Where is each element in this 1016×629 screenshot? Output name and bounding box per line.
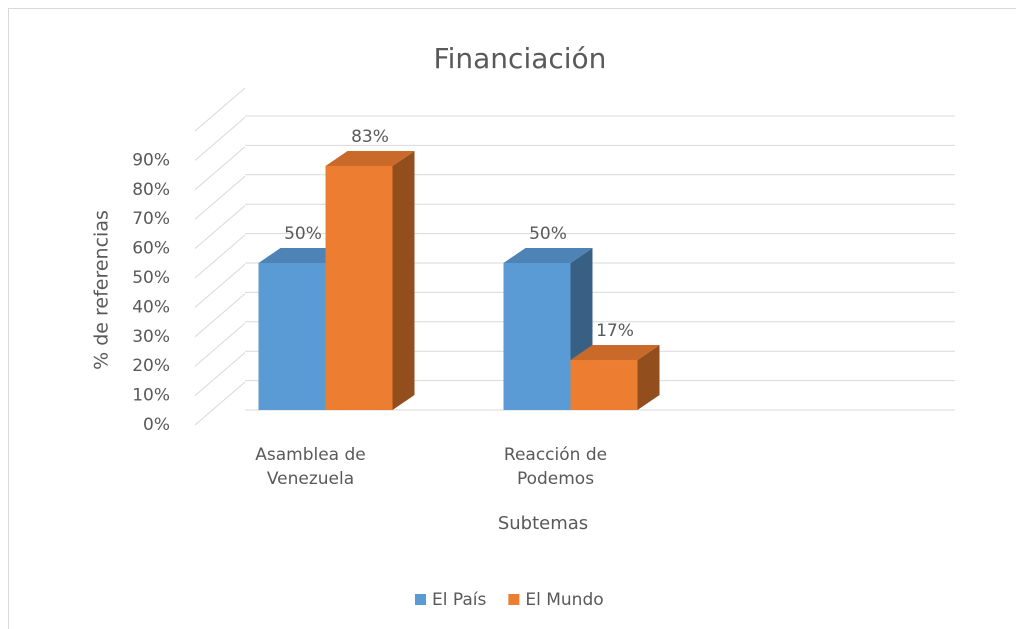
bar-top: [258, 248, 348, 263]
y-tick-label: 20%: [132, 356, 170, 376]
grid-line: [194, 322, 246, 367]
chart-title: Financiación: [434, 42, 607, 75]
bar-top: [570, 345, 660, 361]
grid-line: [194, 87, 246, 132]
data-label: 50%: [529, 224, 567, 244]
y-tick-label: 10%: [132, 386, 170, 406]
grid-line: [194, 234, 246, 279]
x-axis-title: Subtemas: [498, 513, 588, 534]
data-label: 83%: [351, 127, 389, 147]
legend-label: El País: [432, 590, 486, 610]
y-tick-label: 30%: [132, 327, 170, 347]
grid-line: [194, 293, 246, 338]
bar-top: [503, 248, 593, 263]
bar-side: [637, 345, 660, 410]
bar: [258, 263, 326, 410]
grid-line: [194, 264, 246, 308]
x-tick-label: Asamblea de Venezuela: [255, 445, 366, 489]
bar-side: [392, 150, 415, 411]
grid-line: [194, 146, 246, 191]
y-tick-label: 90%: [132, 150, 170, 170]
grid-line: [194, 352, 246, 396]
grid-line: [194, 381, 246, 426]
y-tick-label: 70%: [132, 209, 170, 229]
data-label: 17%: [596, 321, 634, 341]
legend-swatch: [508, 594, 520, 605]
grid-line: [194, 117, 246, 161]
legend-swatch: [415, 594, 426, 605]
bar: [503, 263, 571, 410]
y-tick-label: 40%: [132, 297, 170, 317]
bar-top: [325, 150, 415, 166]
data-label: 50%: [284, 224, 322, 244]
legend-label: El Mundo: [525, 590, 603, 610]
y-tick-label: 60%: [132, 239, 170, 259]
x-tick-label: Reacción de Podemos: [503, 445, 608, 489]
y-tick-label: 50%: [132, 268, 170, 288]
y-tick-label: 80%: [132, 180, 170, 200]
y-tick-label: 0%: [143, 415, 170, 435]
grid-line: [194, 175, 246, 220]
bar: [325, 165, 393, 410]
y-axis-title: % de referencias: [91, 210, 113, 370]
bar: [570, 360, 638, 410]
grid-line: [194, 205, 246, 249]
